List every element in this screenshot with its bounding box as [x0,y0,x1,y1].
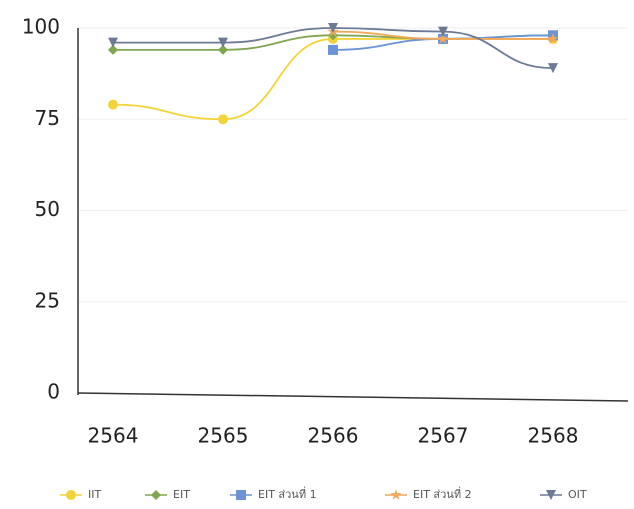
legend-item: EIT [145,488,190,501]
legend-label: EIT ส่วนที่ 1 [258,486,317,501]
data-point [438,26,448,37]
legend-item: EIT ส่วนที่ 1 [230,486,317,501]
legend-item: OIT [540,488,587,501]
legend-marker [66,490,76,500]
data-point [108,37,118,48]
x-axis [77,392,629,402]
legend-marker [390,489,402,500]
legend-marker [151,490,161,500]
x-tick-label: 2568 [528,424,579,448]
data-point [437,32,449,44]
y-tick-label: 0 [47,380,60,404]
data-point [218,37,228,48]
legend-label: OIT [568,488,587,501]
legend-label: EIT ส่วนที่ 2 [413,486,472,501]
y-tick-label: 50 [35,197,60,221]
legend-item: IIT [60,488,101,501]
x-tick-label: 2567 [418,424,469,448]
data-point [108,99,118,110]
data-point [328,23,338,33]
legend-marker [236,490,246,500]
data-point [218,44,228,55]
y-tick-label: 100 [22,15,60,39]
legend-label: EIT [173,488,190,501]
x-tick-label: 2566 [308,424,359,448]
y-tick-label: 75 [35,106,60,130]
legend-label: IIT [88,488,101,501]
y-tick-label: 25 [35,288,60,312]
x-tick-label: 2565 [198,424,249,448]
data-point [108,44,118,55]
x-tick-label: 2564 [88,424,139,448]
legend-item: EIT ส่วนที่ 2 [385,486,472,501]
legend-marker [546,490,556,500]
data-point [328,30,338,41]
data-point [328,44,338,55]
data-point [547,32,559,44]
data-point [548,63,558,74]
data-point [218,114,228,125]
